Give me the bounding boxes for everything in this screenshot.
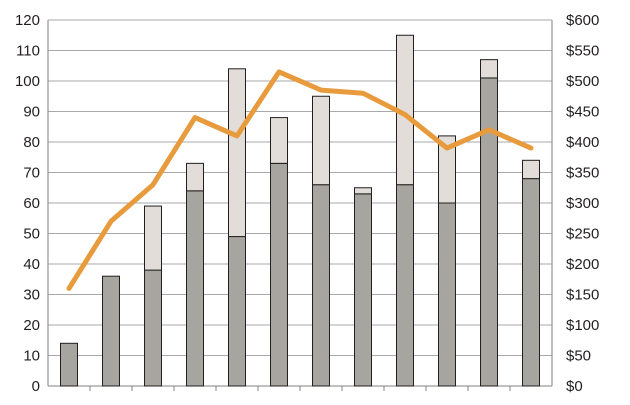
bar-lower-segment bbox=[480, 77, 498, 387]
bar-lower-segment bbox=[270, 162, 288, 387]
left-tick-label: 70 bbox=[23, 165, 40, 182]
left-tick-label: 30 bbox=[23, 287, 40, 304]
left-tick-label: 60 bbox=[23, 195, 40, 212]
price-line bbox=[66, 69, 534, 291]
right-tick-label: $400 bbox=[566, 134, 599, 151]
right-tick-label: $200 bbox=[566, 256, 599, 273]
bar-lower-segment bbox=[186, 190, 204, 387]
left-tick-label: 50 bbox=[23, 226, 40, 243]
bars bbox=[60, 34, 540, 387]
right-tick-label: $0 bbox=[566, 378, 583, 395]
left-tick-label: 90 bbox=[23, 104, 40, 121]
left-tick-label: 100 bbox=[15, 73, 40, 90]
left-tick-label: 80 bbox=[23, 134, 40, 151]
bar-upper-segment bbox=[270, 117, 288, 164]
bar-upper-segment bbox=[438, 135, 456, 204]
bar-lower-segment bbox=[228, 236, 246, 387]
right-tick-label: $300 bbox=[566, 195, 599, 212]
bar-upper-segment bbox=[144, 205, 162, 271]
right-tick-label: $100 bbox=[566, 317, 599, 334]
bar-lower-segment bbox=[438, 202, 456, 387]
bar-lower-segment bbox=[522, 178, 540, 387]
right-tick-label: $500 bbox=[566, 73, 599, 90]
left-tick-label: 10 bbox=[23, 348, 40, 365]
bar-lower-segment bbox=[354, 193, 372, 387]
bar-upper-segment bbox=[354, 187, 372, 195]
line-series bbox=[66, 69, 534, 291]
bar-upper-segment bbox=[522, 159, 540, 180]
left-tick-label: 40 bbox=[23, 256, 40, 273]
bar-lower-segment bbox=[312, 184, 330, 387]
bar-lower-segment bbox=[396, 184, 414, 387]
right-tick-label: $350 bbox=[566, 165, 599, 182]
right-tick-label: $550 bbox=[566, 43, 599, 60]
bar-upper-segment bbox=[228, 68, 246, 238]
bar-lower-segment bbox=[60, 342, 78, 387]
right-axis: $0 $50 $100 $150 $200 $250 $300 $350 $400 $450 $50… bbox=[551, 12, 599, 395]
bar-upper-segment bbox=[480, 59, 498, 79]
left-tick-label: 0 bbox=[32, 378, 40, 395]
bar-lower-segment bbox=[102, 275, 120, 387]
grid-lines bbox=[48, 19, 552, 391]
right-tick-label: $450 bbox=[566, 104, 599, 121]
left-tick-label: 20 bbox=[23, 317, 40, 334]
bar-upper-segment bbox=[186, 162, 204, 192]
left-tick-label: 120 bbox=[15, 12, 40, 29]
bar-upper-segment bbox=[312, 95, 330, 186]
right-tick-label: $150 bbox=[566, 287, 599, 304]
left-tick-label: 110 bbox=[16, 43, 40, 60]
right-tick-label: $250 bbox=[566, 226, 599, 243]
right-tick-label: $600 bbox=[566, 12, 599, 29]
right-tick-label: $50 bbox=[566, 348, 591, 365]
left-axis: 0 10 20 30 40 50 60 70 80 90 100 110 120 bbox=[15, 12, 49, 395]
bar-lower-segment bbox=[144, 269, 162, 387]
